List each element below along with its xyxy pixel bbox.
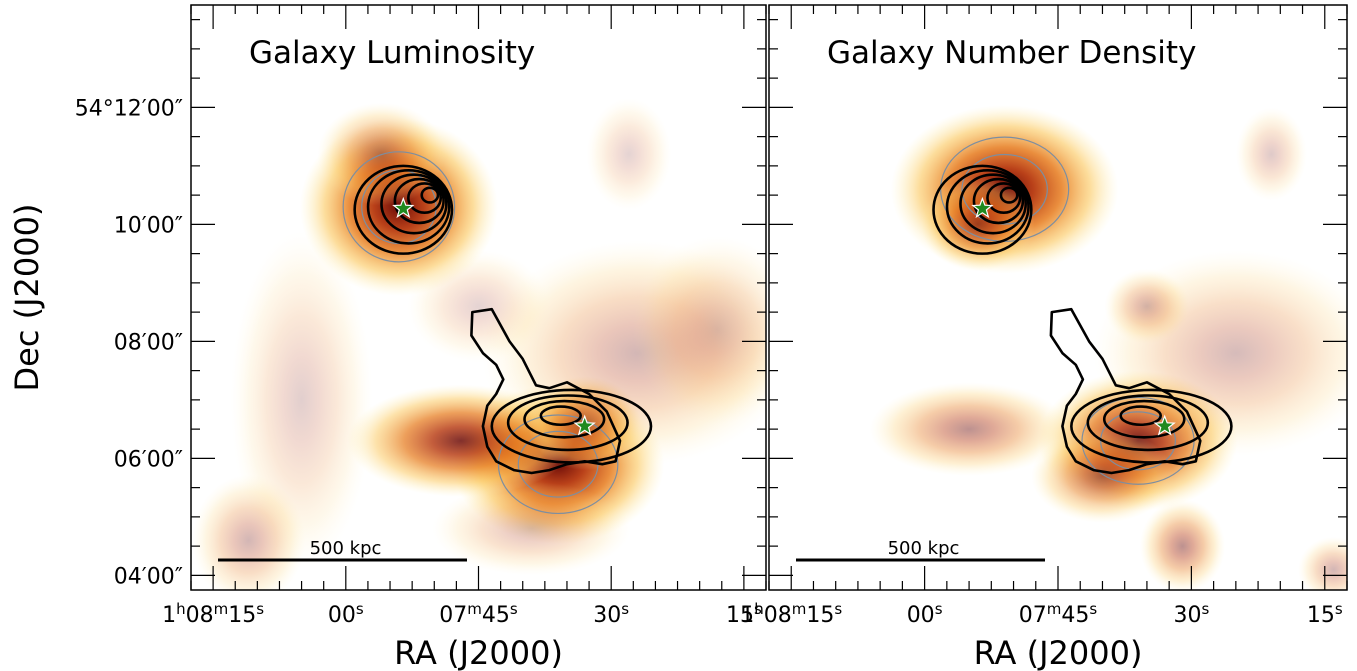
radio-contour: [353, 164, 454, 255]
radio-contour: [393, 177, 445, 225]
x-tick-label: 07m45s: [1019, 600, 1098, 628]
x-tick-label: 30s: [1173, 600, 1209, 628]
radio-contour: [380, 173, 448, 235]
x-tick-label: 1h08m15s: [740, 600, 842, 628]
chart-panel-2: 1h08m15s 00s 07m45s 30s 15s RA (J2000) Galaxy …: [740, 4, 1348, 671]
radio-contour: [1086, 394, 1210, 452]
density-blob: [191, 474, 306, 590]
density-contour: [497, 414, 619, 515]
x-tick-label: 00s: [907, 600, 943, 628]
radio-contours: [353, 164, 653, 475]
density-blob: [432, 481, 631, 576]
radio-contours: [932, 164, 1233, 475]
bcg-star-marker: [573, 414, 596, 436]
scale-bar-label: 500 kpc: [310, 538, 382, 559]
radio-contour: [366, 168, 451, 245]
density-contour: [961, 153, 1048, 225]
density-blob: [1031, 429, 1174, 523]
x-tick-label: 00s: [328, 600, 364, 628]
radio-contour: [999, 186, 1019, 204]
scale-bar-label: 500 kpc: [888, 538, 960, 559]
bcg-star-marker: [971, 196, 994, 219]
bcg-star-marker: [392, 196, 415, 219]
y-tick-label: 04′00″: [114, 564, 183, 589]
x-tick-label: 1h08m15s: [162, 600, 264, 628]
density-blob: [1139, 499, 1226, 590]
heatmap: [869, 105, 1347, 590]
panel-title: Galaxy Luminosity: [249, 35, 535, 71]
density-blob: [1104, 268, 1190, 344]
panel-title: Galaxy Number Density: [827, 35, 1196, 71]
chart-panel-1: 54°12′00″ 10′00″ 08′00″ 06′00″ 04′00″ 1h08m15…: [8, 4, 767, 671]
y-tick-label: 10′00″: [114, 213, 183, 238]
density-blob: [1235, 107, 1307, 201]
density-blob: [586, 98, 672, 211]
radio-contour-tail: [470, 307, 622, 475]
x-tick-label: 15s: [1307, 600, 1343, 628]
density-blob: [869, 382, 1069, 476]
density-contour: [342, 151, 456, 263]
radio-contour: [539, 405, 582, 427]
radio-contour: [1102, 399, 1186, 439]
y-tick-label: 54°12′00″: [75, 96, 183, 121]
radio-contour: [420, 186, 440, 204]
radio-contour: [1119, 405, 1163, 427]
radio-contour: [932, 164, 1033, 255]
bcg-star-marker: [1153, 414, 1176, 436]
x-tick-label: 07m45s: [439, 600, 518, 628]
x-axis-label: RA (J2000): [974, 634, 1143, 671]
radio-contour: [959, 173, 1027, 235]
y-tick-label: 06′00″: [114, 447, 183, 472]
x-axis-label: RA (J2000): [394, 634, 563, 671]
y-axis-label: Dec (J2000): [8, 204, 46, 392]
x-tick-label: 15s: [726, 600, 762, 628]
radio-contour: [523, 399, 606, 439]
density-blob: [407, 250, 550, 363]
density-blob: [632, 236, 766, 424]
y-tick-label: 08′00″: [114, 330, 183, 355]
radio-contour: [945, 168, 1030, 245]
radio-contour: [972, 177, 1025, 225]
radio-contour: [506, 394, 629, 452]
radio-contour: [986, 182, 1022, 214]
x-tick-label: 30s: [593, 600, 629, 628]
radio-contour-tail: [1049, 307, 1202, 475]
radio-contour: [407, 182, 443, 214]
heatmap: [191, 98, 766, 590]
density-blob: [1298, 536, 1347, 590]
